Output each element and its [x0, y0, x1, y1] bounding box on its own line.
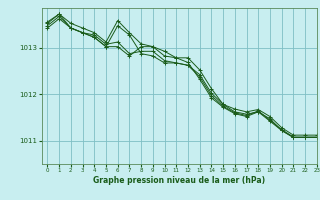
X-axis label: Graphe pression niveau de la mer (hPa): Graphe pression niveau de la mer (hPa) [93, 176, 265, 185]
